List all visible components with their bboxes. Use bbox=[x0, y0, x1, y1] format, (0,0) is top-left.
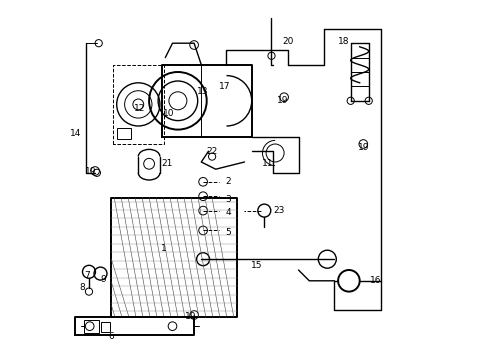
Text: 1: 1 bbox=[160, 244, 166, 253]
Text: 15: 15 bbox=[251, 261, 263, 270]
Text: 6: 6 bbox=[108, 332, 114, 341]
Text: 3: 3 bbox=[225, 195, 231, 204]
Text: 9: 9 bbox=[101, 275, 106, 284]
Text: 19: 19 bbox=[184, 312, 196, 321]
Text: 16: 16 bbox=[369, 276, 381, 284]
Text: 7: 7 bbox=[84, 271, 89, 280]
Text: 19: 19 bbox=[84, 166, 96, 176]
Text: 19: 19 bbox=[276, 96, 287, 105]
Text: 11: 11 bbox=[262, 159, 273, 168]
Text: 10: 10 bbox=[163, 109, 174, 118]
Text: 21: 21 bbox=[161, 159, 172, 168]
Text: 2: 2 bbox=[225, 177, 231, 186]
Text: 19: 19 bbox=[357, 143, 368, 152]
Text: 13: 13 bbox=[197, 87, 208, 96]
Text: 23: 23 bbox=[272, 206, 284, 215]
Bar bbox=[101, 322, 109, 332]
Bar bbox=[117, 128, 131, 139]
Bar bbox=[84, 320, 99, 333]
Text: 22: 22 bbox=[206, 148, 217, 157]
Text: 5: 5 bbox=[225, 228, 231, 237]
Text: 12: 12 bbox=[134, 104, 145, 113]
Text: 17: 17 bbox=[219, 82, 230, 91]
Text: 8: 8 bbox=[79, 284, 84, 292]
Text: 20: 20 bbox=[282, 37, 293, 46]
Text: 14: 14 bbox=[70, 129, 81, 138]
Text: 4: 4 bbox=[225, 208, 231, 217]
Text: 18: 18 bbox=[337, 37, 348, 46]
